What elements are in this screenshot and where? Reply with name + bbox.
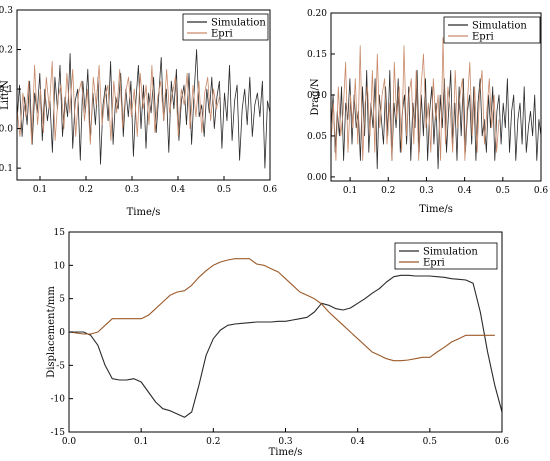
drag-x-tick-label: 0.6	[534, 186, 549, 196]
lift-x-axis-label: Time/s	[127, 207, 161, 218]
lift-y-tick-label: 0.2	[0, 46, 13, 56]
displacement-series-simulation-line	[69, 274, 503, 418]
drag-x-tick-label: 0.5	[496, 186, 511, 196]
lift-y-tick-label: 0.3	[0, 6, 13, 16]
drag-y-axis-label: Drag/N	[310, 78, 321, 116]
drag-legend-box	[443, 16, 541, 44]
drag-plot-frame	[330, 12, 542, 182]
lift-y-tick-label: 0.0	[0, 125, 13, 135]
displacement-x-axis-label: Time/s	[269, 447, 303, 458]
drag-series-simulation-line	[330, 70, 542, 170]
lift-x-tick-label: 0.3	[125, 185, 140, 195]
drag-x-axis-label: Time/s	[419, 204, 453, 215]
displacement-legend-entry: Simulation	[423, 247, 478, 258]
drag-x-tick-label: 0.3	[419, 186, 434, 196]
displacement-y-tick-label: 0	[59, 328, 65, 338]
displacement-y-axis-label: Displacement/mm	[46, 286, 57, 378]
drag-y-tick-label: 0.00	[307, 173, 327, 183]
lift-legend-box	[182, 13, 269, 41]
displacement-legend-entry: Epri	[423, 258, 445, 269]
lift-legend-entry: Simulation	[211, 18, 266, 29]
displacement-x-tick-label: 0.4	[351, 437, 366, 447]
displacement-y-tick-label: -15	[51, 428, 66, 438]
drag-y-tick-label: 0.15	[307, 50, 327, 60]
lift-x-tick-label: 0.1	[33, 185, 47, 195]
displacement-y-tick-label: 10	[54, 261, 66, 271]
drag-x-tick-label: 0.1	[343, 186, 357, 196]
displacement-y-tick-label: 15	[54, 228, 66, 238]
displacement-legend-box	[394, 242, 498, 270]
lift-y-axis-label: Lift/N	[0, 80, 11, 110]
displacement-chart: 0.0 0.1 0.2 0.3 0.4 0.5 0.6 -15 -10 -5 0 5 10 15 Time/…	[46, 228, 509, 458]
lift-x-tick-label: 0.5	[217, 185, 232, 195]
drag-x-tick-label: 0.2	[381, 186, 395, 196]
lift-plot-frame	[16, 9, 271, 181]
lift-x-tick-label: 0.4	[171, 185, 186, 195]
displacement-series-epri-line	[68, 258, 495, 362]
displacement-x-tick-label: 0.1	[134, 437, 148, 447]
displacement-x-tick-label: 0.6	[495, 437, 510, 447]
drag-x-tick-label: 0.4	[457, 186, 472, 196]
drag-y-tick-label: 0.10	[307, 91, 327, 101]
drag-y-tick-label: 0.05	[307, 132, 327, 142]
lift-y-tick-label: -0.1	[0, 164, 13, 174]
displacement-y-tick-label: 5	[59, 295, 65, 305]
drag-series-epri-line	[330, 37, 500, 161]
lift-legend-entry: Epri	[211, 29, 233, 40]
drag-legend-entry: Simulation	[472, 21, 527, 32]
displacement-y-tick-label: -5	[56, 361, 65, 371]
lift-series-simulation-line	[16, 49, 271, 169]
lift-series-epri-line	[16, 61, 220, 145]
drag-legend-entry: Epri	[472, 32, 494, 43]
displacement-x-tick-label: 0.2	[206, 437, 220, 447]
displacement-x-tick-label: 0.5	[423, 437, 438, 447]
lift-y-tick-label: 0.1	[0, 85, 13, 95]
displacement-x-tick-label: 0.3	[278, 437, 293, 447]
displacement-x-tick-label: 0.0	[62, 437, 77, 447]
lift-x-tick-label: 0.2	[79, 185, 93, 195]
drag-y-tick-label: 0.20	[307, 9, 327, 19]
lift-chart: 0.1 0.2 0.3 0.4 0.5 0.6 -0.1 0.0 0.1 0.2 0.3 Time/s…	[0, 6, 277, 218]
displacement-y-tick-label: -10	[51, 395, 66, 405]
lift-x-tick-label: 0.6	[263, 185, 278, 195]
drag-chart: 0.1 0.2 0.3 0.4 0.5 0.6 0.00 0.05 0.10 0.15 0.20 Ti…	[307, 9, 548, 215]
